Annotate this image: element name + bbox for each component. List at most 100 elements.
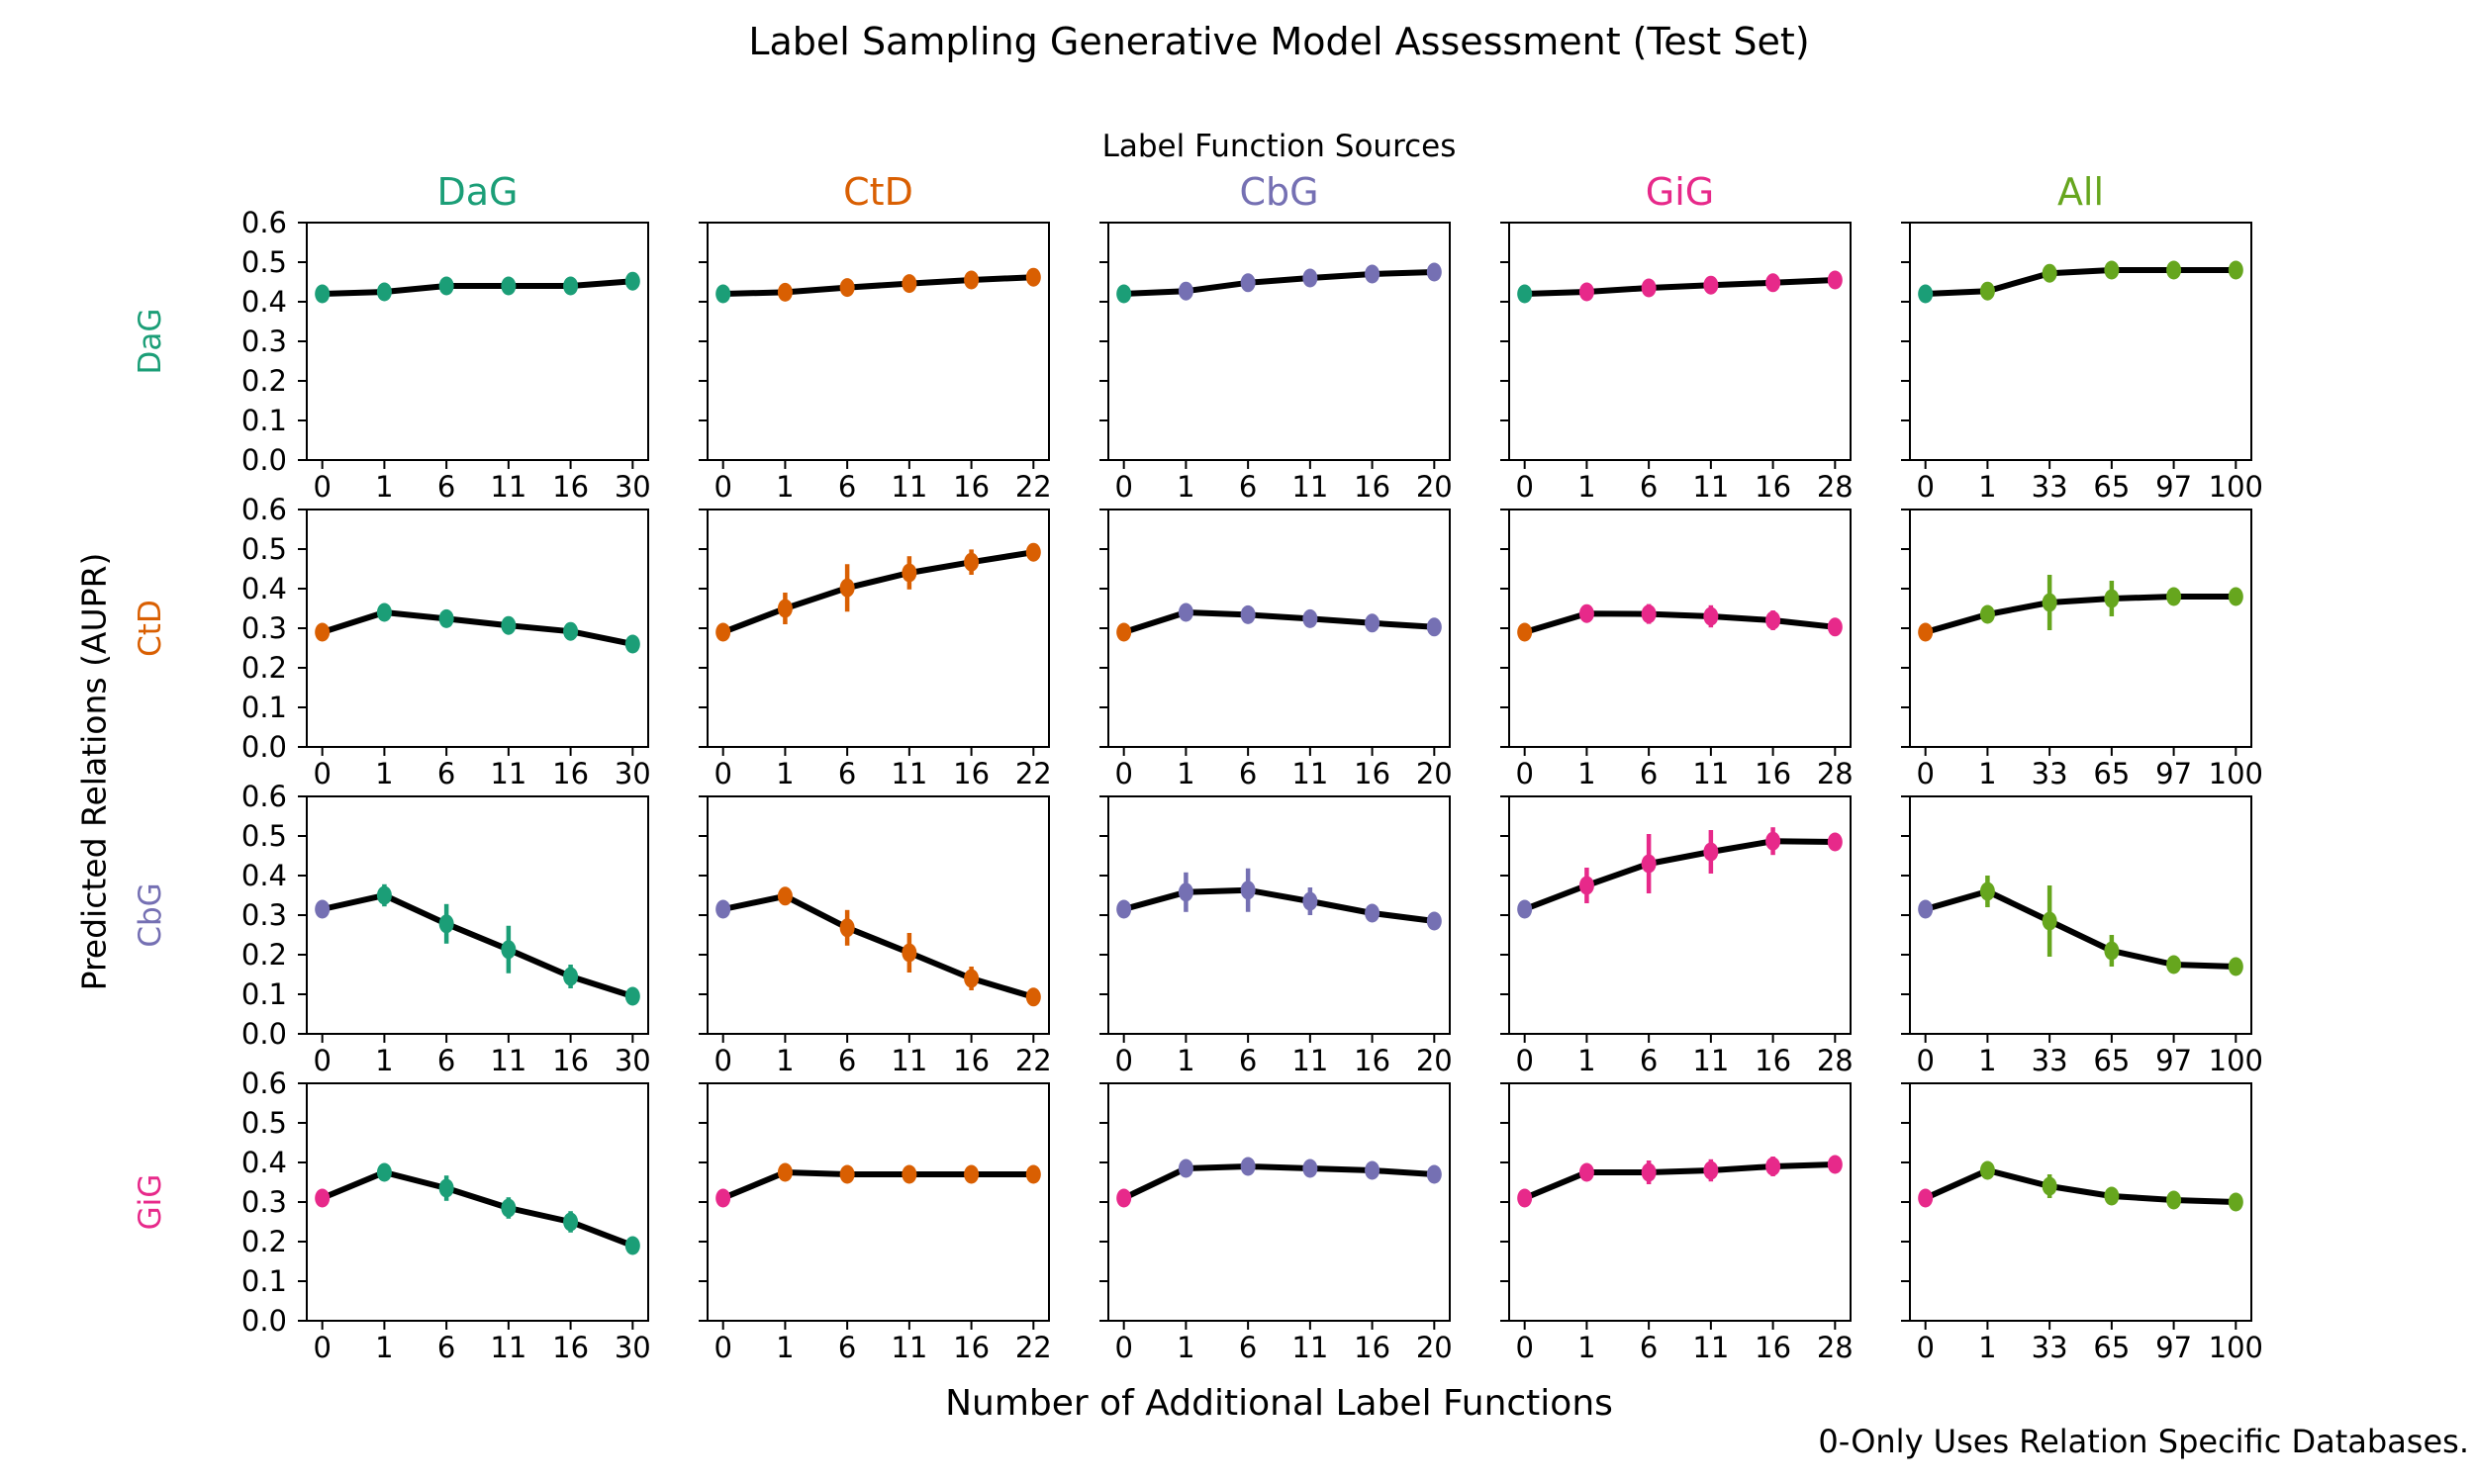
x-tick-label: 97 — [2155, 1044, 2193, 1077]
x-tick-label: 1 — [1577, 757, 1596, 790]
x-tick-label: 30 — [614, 757, 651, 790]
data-point-marker — [2042, 911, 2057, 931]
x-tick-label: 11 — [1692, 1044, 1730, 1077]
trend-line — [719, 274, 1037, 297]
y-tick-label: 0.4 — [240, 285, 287, 319]
x-tick-label: 1 — [776, 470, 795, 504]
x-tick-label: 11 — [1291, 1044, 1329, 1077]
data-point-marker — [902, 943, 917, 963]
x-tick-label: 11 — [490, 757, 527, 790]
x-tick-label: 65 — [2093, 470, 2131, 504]
plot-frame — [707, 795, 1050, 1035]
trend-line — [319, 892, 636, 999]
trend-line — [1922, 1167, 2239, 1205]
data-point-marker — [2104, 1186, 2120, 1206]
data-point-marker — [2166, 955, 2182, 974]
data-point-marker — [1827, 270, 1843, 290]
data-point-marker — [715, 622, 731, 642]
y-tick-label: 0.3 — [240, 1185, 287, 1219]
x-tick-label: 11 — [490, 1331, 527, 1364]
data-point-marker — [501, 615, 517, 635]
data-point-marker — [902, 563, 917, 583]
y-tick-label: 0.3 — [240, 325, 287, 358]
data-point-marker — [1517, 899, 1533, 919]
data-point-marker — [1918, 899, 1934, 919]
x-tick-label: 6 — [436, 757, 456, 790]
data-point-marker — [1426, 911, 1442, 931]
data-point-marker — [839, 278, 855, 298]
data-point-marker — [315, 622, 331, 642]
trend-line — [719, 549, 1037, 635]
y-tick-label: 0.4 — [240, 859, 287, 892]
footnote: 0-Only Uses Relation Specific Databases. — [1818, 1423, 2469, 1460]
y-tick-label: 0.6 — [240, 206, 287, 239]
data-point-marker — [1578, 1162, 1594, 1182]
y-tick-label: 0.5 — [240, 819, 287, 853]
data-point-marker — [1365, 613, 1380, 633]
data-point-marker — [376, 603, 392, 622]
data-point-marker — [1302, 891, 1318, 911]
data-point-marker — [2228, 587, 2243, 606]
x-tick-label: 0 — [313, 1331, 332, 1364]
plot-frame — [1508, 509, 1852, 748]
x-tick-label: 11 — [891, 470, 928, 504]
data-point-marker — [501, 940, 517, 960]
data-point-marker — [1240, 273, 1256, 293]
x-tick-label: 0 — [1916, 757, 1935, 790]
x-tick-label: 0 — [1916, 1331, 1935, 1364]
data-point-marker — [376, 885, 392, 905]
x-tick-label: 11 — [891, 1044, 928, 1077]
y-tick-label: 0.0 — [240, 443, 287, 477]
x-tick-label: 1 — [1577, 1331, 1596, 1364]
x-tick-label: 0 — [1114, 470, 1133, 504]
x-tick-label: 100 — [2208, 470, 2263, 504]
plot-frame — [707, 509, 1050, 748]
row-label-DaG: DaG — [133, 308, 168, 375]
subplot-CbG-GiG — [1500, 795, 1852, 1043]
data-point-marker — [1302, 268, 1318, 288]
x-tick-label: 0 — [313, 757, 332, 790]
column-header-GiG: GiG — [1645, 170, 1715, 214]
data-point-marker — [2104, 941, 2120, 961]
plot-frame — [1909, 222, 2252, 461]
plot-frame — [306, 1082, 649, 1322]
x-tick-label: 100 — [2208, 1331, 2263, 1364]
x-tick-label: 22 — [1014, 470, 1052, 504]
x-tick-label: 1 — [375, 1044, 394, 1077]
x-tick-label: 33 — [2031, 1331, 2068, 1364]
x-tick-label: 0 — [1114, 1331, 1133, 1364]
x-tick-label: 11 — [1291, 470, 1329, 504]
x-tick-label: 1 — [1177, 470, 1195, 504]
x-tick-label: 20 — [1415, 1331, 1453, 1364]
data-point-marker — [1240, 604, 1256, 624]
y-tick-label: 0.1 — [240, 1264, 287, 1298]
data-point-marker — [2042, 263, 2057, 283]
data-point-marker — [1918, 622, 1934, 642]
x-tick-label: 65 — [2093, 1044, 2131, 1077]
x-tick-label: 11 — [1692, 470, 1730, 504]
data-point-marker — [501, 276, 517, 296]
data-point-marker — [715, 1188, 731, 1208]
subplot-GiG-All — [1901, 1082, 2252, 1330]
y-tick-label: 0.1 — [240, 977, 287, 1011]
data-point-marker — [1578, 876, 1594, 895]
subplot-CbG-CtD — [699, 795, 1050, 1043]
x-tick-label: 6 — [1639, 1331, 1659, 1364]
data-point-marker — [777, 282, 793, 302]
x-tick-label: 6 — [1238, 1044, 1258, 1077]
data-point-marker — [501, 1198, 517, 1218]
x-tick-label: 0 — [714, 757, 732, 790]
y-tick-label: 0.6 — [240, 780, 287, 813]
x-tick-label: 0 — [1515, 470, 1534, 504]
subplot-CtD-DaG — [298, 509, 649, 756]
x-tick-label: 1 — [1978, 757, 1997, 790]
x-axis-title: Number of Additional Label Functions — [945, 1383, 1613, 1424]
x-tick-label: 28 — [1816, 757, 1854, 790]
data-point-marker — [1703, 842, 1719, 862]
plot-frame — [306, 795, 649, 1035]
data-point-marker — [1365, 1160, 1380, 1180]
x-tick-label: 6 — [1639, 1044, 1659, 1077]
x-tick-label: 6 — [837, 757, 857, 790]
data-point-marker — [2166, 1190, 2182, 1210]
